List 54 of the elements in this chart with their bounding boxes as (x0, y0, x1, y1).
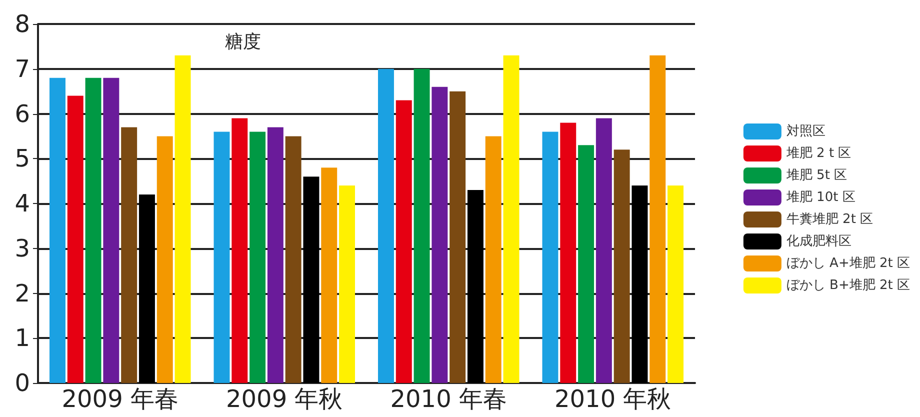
bar (232, 118, 248, 383)
x-tick-label: 2010 年秋 (554, 385, 672, 413)
bar (467, 190, 484, 383)
bar (578, 145, 594, 383)
bar (339, 186, 356, 383)
y-tick-label: 0 (14, 369, 30, 397)
legend-label: 化成肥料区 (786, 234, 852, 249)
legend-label: 対照区 (786, 123, 826, 139)
bar (174, 55, 191, 383)
chart-title: 糖度 (225, 32, 261, 52)
bar (668, 186, 684, 383)
bar (560, 122, 576, 383)
x-tick-label: 2010 年春 (390, 385, 507, 413)
bar (267, 127, 284, 383)
bar (156, 136, 173, 383)
bar (250, 132, 266, 383)
y-tick-label: 7 (14, 54, 30, 83)
bar (303, 176, 320, 383)
x-tick-label: 2009 年秋 (226, 385, 343, 413)
legend-label: 堆肥 5t 区 (785, 168, 848, 183)
y-tick-label: 2 (14, 279, 30, 308)
bar (85, 78, 102, 383)
bar (503, 55, 520, 383)
legend-label: ぼかし B+堆肥 2t 区 (786, 278, 910, 293)
bar (121, 127, 138, 383)
y-tick-label: 5 (14, 144, 30, 173)
bar (632, 186, 648, 383)
y-tick-label: 1 (14, 324, 30, 352)
bar (50, 78, 66, 383)
bar (542, 132, 558, 383)
y-tick-label: 6 (14, 100, 30, 128)
bar (414, 68, 430, 383)
bar (396, 100, 412, 383)
bar (285, 136, 302, 383)
y-tick-label: 8 (14, 10, 30, 38)
bar (432, 86, 448, 383)
bar (138, 194, 155, 383)
y-tick-label: 4 (14, 190, 30, 218)
bar (67, 96, 84, 383)
bar (614, 150, 630, 383)
bar (485, 136, 502, 383)
bar (596, 118, 612, 383)
bar (214, 132, 230, 383)
bar (321, 168, 338, 383)
bar (450, 91, 466, 383)
bar (378, 68, 394, 383)
x-tick-label: 2009 年春 (62, 385, 178, 413)
legend-label: 堆肥 2 t 区 (785, 146, 852, 161)
y-tick-label: 3 (14, 234, 30, 262)
legend-label: 堆肥 10t 区 (785, 190, 856, 205)
legend-label: 牛糞堆肥 2t 区 (786, 212, 874, 227)
legend-label: ぼかし A+堆肥 2t 区 (786, 256, 910, 271)
bar (650, 55, 666, 383)
bar (103, 78, 120, 383)
